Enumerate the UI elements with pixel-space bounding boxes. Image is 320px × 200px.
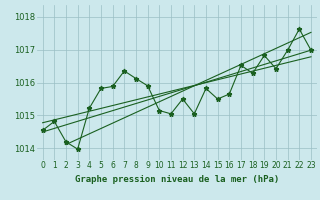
X-axis label: Graphe pression niveau de la mer (hPa): Graphe pression niveau de la mer (hPa) xyxy=(75,175,279,184)
